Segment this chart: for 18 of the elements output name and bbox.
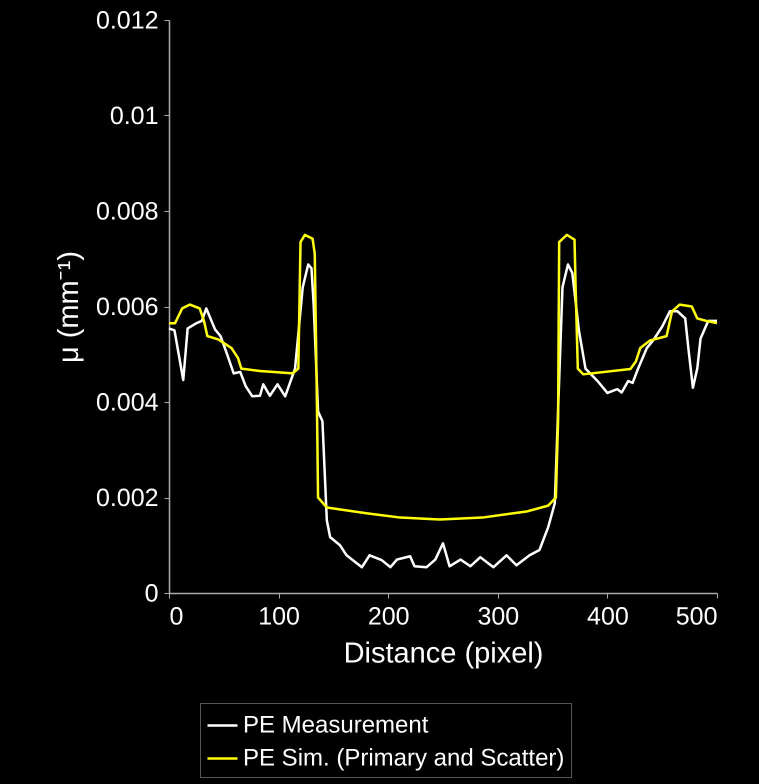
legend-label: PE Measurement [243, 712, 429, 738]
x-tick-label: 300 [477, 602, 520, 630]
y-tick-label: 0.006 [96, 293, 158, 321]
y-axis-title: μ (mm⁻¹) [52, 250, 85, 364]
line-series [168, 234, 718, 521]
y-tick-label: 0.008 [96, 198, 158, 226]
legend-label: PE Sim. (Primary and Scatter) [243, 744, 564, 772]
x-tick-label: 500 [676, 602, 718, 630]
x-axis-title: Distance (pixel) [344, 638, 544, 670]
x-tick-label: 0 [170, 602, 184, 630]
x-tick-label: 400 [587, 602, 629, 630]
y-tick-label: 0.004 [96, 388, 159, 416]
x-tick-label: 200 [368, 602, 410, 630]
y-tick-label: 0.01 [110, 102, 158, 130]
y-tick-label: 0.002 [96, 484, 158, 512]
x-tick-label: 100 [258, 602, 300, 630]
y-tick-label: 0 [144, 580, 158, 608]
y-tick-label: 0.012 [96, 6, 158, 34]
